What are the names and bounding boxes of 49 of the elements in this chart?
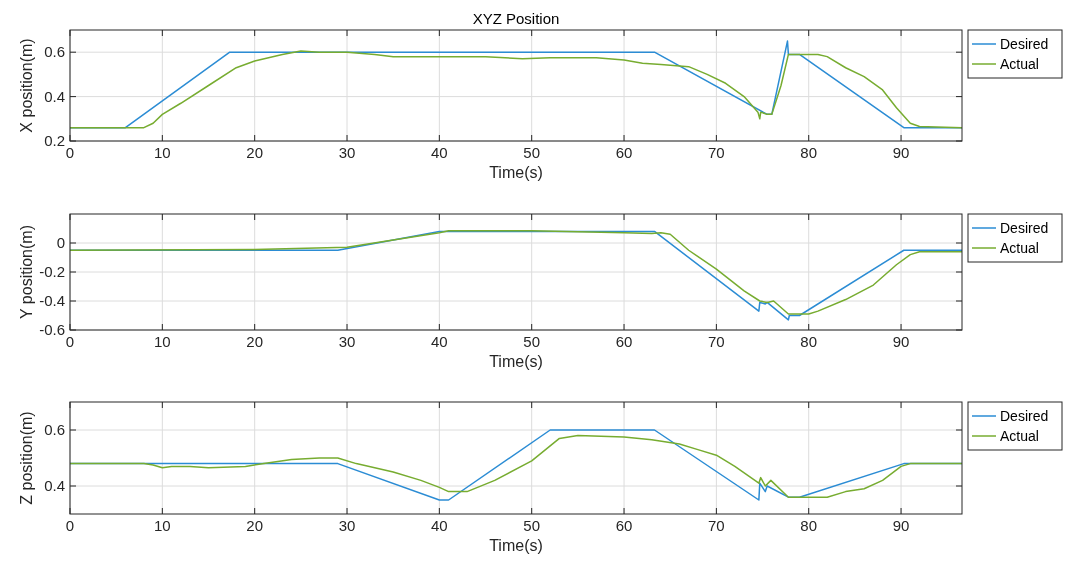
- x-tick-label: 20: [246, 517, 264, 534]
- x-tick-label: 90: [892, 333, 910, 350]
- x-tick-label: 50: [523, 144, 541, 161]
- y-tick-label: 0.4: [44, 87, 65, 105]
- legend-label: Actual: [1000, 428, 1039, 444]
- y-axis-title: X position(m): [18, 38, 35, 133]
- x-tick-label: 90: [892, 517, 910, 534]
- x-tick-label: 40: [431, 517, 448, 534]
- x-tick-label: 10: [154, 144, 171, 161]
- x-tick-label: 70: [708, 333, 725, 350]
- x-tick-label: 20: [246, 333, 264, 350]
- x-axis-title: Time(s): [489, 164, 543, 181]
- x-tick-label: 50: [523, 517, 541, 534]
- legend-label: Desired: [1000, 36, 1049, 52]
- y-tick-label: 0: [56, 234, 65, 251]
- x-tick-label: 60: [615, 517, 633, 534]
- x-axis-title: Time(s): [489, 537, 543, 554]
- x-tick-label: 60: [615, 333, 633, 350]
- legend-label: Actual: [1000, 240, 1039, 256]
- legend-label: Desired: [1000, 408, 1049, 424]
- y-tick-label: -0.4: [39, 292, 65, 309]
- legend-label: Desired: [1000, 220, 1049, 236]
- x-tick-label: 80: [800, 517, 818, 534]
- x-tick-label: 40: [431, 144, 448, 161]
- x-tick-label: 20: [246, 144, 264, 161]
- x-tick-label: 90: [892, 144, 910, 161]
- x-tick-label: 40: [431, 333, 448, 350]
- x-tick-label: 30: [338, 517, 356, 534]
- x-tick-label: 80: [800, 333, 818, 350]
- x-tick-label: 30: [338, 144, 356, 161]
- x-tick-label: 70: [708, 144, 725, 161]
- x-tick-label: 70: [708, 517, 725, 534]
- x-tick-label: 30: [338, 333, 356, 350]
- y-tick-label: 0.4: [44, 477, 65, 494]
- x-tick-label: 10: [154, 333, 171, 350]
- y-axis-title: Z position(m): [18, 411, 35, 505]
- legend-label: Actual: [1000, 56, 1039, 72]
- y-tick-label: 0.2: [44, 132, 65, 149]
- x-tick-label: 80: [800, 144, 818, 161]
- y-tick-label: 0.6: [44, 43, 65, 61]
- y-tick-label: -0.2: [39, 263, 65, 280]
- x-axis-title: Time(s): [489, 353, 543, 370]
- y-axis-title: Y position(m): [18, 225, 35, 319]
- chart-title: XYZ Position: [472, 10, 560, 27]
- y-tick-label: -0.6: [39, 321, 65, 338]
- y-tick-label: 0.6: [44, 421, 65, 438]
- x-tick-label: 10: [154, 517, 171, 534]
- x-tick-label: 60: [615, 144, 633, 161]
- x-tick-label: 50: [523, 333, 541, 350]
